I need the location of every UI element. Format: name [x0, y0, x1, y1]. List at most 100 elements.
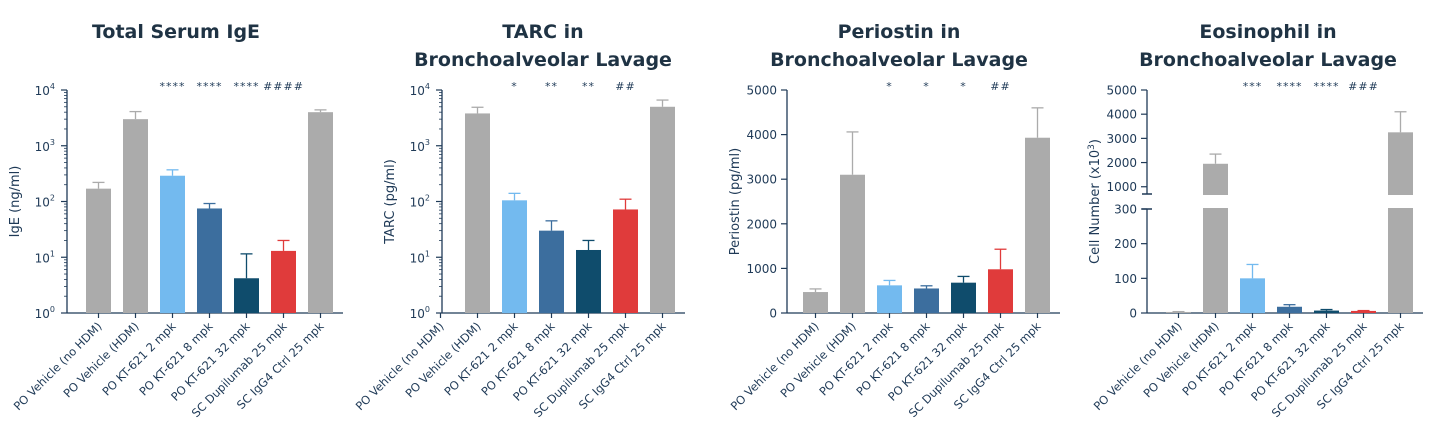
significance-marker: ## — [990, 80, 1010, 93]
y-tick-label: 0 — [769, 307, 777, 321]
y-tick-exponent: 2 — [425, 194, 430, 203]
bar-6 — [1351, 310, 1376, 313]
bar-1 — [86, 188, 111, 313]
significance-marker: #### — [263, 80, 304, 93]
bar-3 — [877, 285, 902, 313]
bar-7 — [1025, 137, 1050, 313]
y-tick-exponent: 1 — [50, 249, 55, 258]
significance-marker: **** — [1277, 80, 1303, 93]
significance-marker: * — [511, 80, 518, 93]
y-tick-base: 10 — [35, 84, 50, 98]
y-axis-label: Periostin (pg/ml) — [728, 148, 743, 255]
y-tick-base: 10 — [35, 140, 50, 154]
axis-break-gap — [1148, 195, 1424, 208]
bar-1 — [1166, 311, 1191, 313]
y-tick-label: 0 — [1129, 307, 1137, 321]
y-axis-label-text: Periostin (pg/ml) — [728, 148, 743, 255]
significance-marker: ### — [1348, 80, 1379, 93]
bar-4 — [539, 230, 564, 313]
significance-marker: ** — [545, 80, 558, 93]
chart-panel-3: Periostin in Bronchoalveolar Lavage 0 1000 2… — [728, 21, 1060, 420]
y-tick-label: 4000 — [746, 128, 777, 142]
bar-5 — [1314, 310, 1339, 313]
bar-4 — [1277, 306, 1302, 313]
y-axis-label-end: ) — [1088, 139, 1103, 144]
bar-5 — [576, 249, 601, 313]
y-tick-base: 10 — [410, 140, 425, 154]
bar-6 — [271, 250, 296, 313]
y-tick-label: 100 — [1114, 272, 1137, 286]
y-tick-label: 101 — [35, 249, 55, 265]
bar-3 — [1240, 278, 1265, 313]
significance-marker: * — [886, 80, 893, 93]
y-tick-label: 5000 — [1106, 84, 1137, 98]
significance-marker: **** — [1314, 80, 1340, 93]
bar-1 — [803, 292, 828, 313]
y-tick-exponent: 2 — [50, 194, 55, 203]
bar-5 — [951, 282, 976, 313]
significance-marker: **** — [234, 80, 260, 93]
bar-2 — [1203, 163, 1228, 313]
y-tick-label: 103 — [410, 138, 430, 154]
y-tick-base: 10 — [410, 84, 425, 98]
y-tick-label: 4000 — [1106, 108, 1137, 122]
y-axis-label-text: IgE (ng/ml) — [8, 166, 23, 238]
y-axis-label-superscript: 3 — [1087, 144, 1097, 150]
y-tick-label: 200 — [1114, 237, 1137, 251]
bar-6 — [613, 209, 638, 313]
bar-3 — [502, 200, 527, 313]
significance-marker: ** — [582, 80, 595, 93]
y-tick-exponent: 4 — [425, 82, 430, 91]
y-tick-exponent: 3 — [425, 138, 430, 147]
y-axis-label: IgE (ng/ml) — [8, 166, 23, 238]
y-tick-label: 3000 — [746, 173, 777, 187]
chart-panel-4: Eosinophil in Bronchoalveolar Lavage 0 100 2… — [1087, 21, 1424, 420]
chart-title-line: Periostin in — [838, 21, 961, 43]
y-tick-exponent: 0 — [425, 305, 430, 314]
significance-marker: * — [960, 80, 967, 93]
y-tick-exponent: 3 — [50, 138, 55, 147]
y-tick-label: 102 — [410, 194, 430, 210]
chart-title-line: Total Serum IgE — [92, 21, 260, 43]
y-tick-base: 10 — [410, 251, 425, 265]
y-tick-exponent: 1 — [425, 249, 430, 258]
y-tick-label: 101 — [410, 249, 430, 265]
y-tick-label: 1000 — [746, 262, 777, 276]
y-tick-base: 10 — [410, 196, 425, 210]
y-tick-base: 10 — [35, 196, 50, 210]
chart-title-line: Bronchoalveolar Lavage — [414, 49, 672, 71]
significance-marker: * — [923, 80, 930, 93]
y-tick-label: 5000 — [746, 84, 777, 98]
bar-3 — [160, 175, 185, 313]
y-tick-label: 100 — [35, 305, 55, 321]
y-tick-label: 100 — [410, 305, 430, 321]
significance-marker: **** — [197, 80, 223, 93]
y-tick-label: 102 — [35, 194, 55, 210]
bar-5 — [234, 278, 259, 313]
y-tick-label: 2000 — [1106, 156, 1137, 170]
y-tick-exponent: 0 — [50, 305, 55, 314]
significance-marker: *** — [1243, 80, 1263, 93]
y-tick-label: 104 — [35, 82, 55, 98]
y-tick-label: 2000 — [746, 217, 777, 231]
y-axis-label-text: Cell Number (x10 — [1088, 150, 1103, 264]
bar-7 — [650, 106, 675, 313]
bar-2 — [123, 119, 148, 314]
significance-marker: **** — [160, 80, 186, 93]
y-tick-exponent: 4 — [50, 82, 55, 91]
y-tick-label: 3000 — [1106, 132, 1137, 146]
bar-2 — [840, 174, 865, 313]
chart-title-line: TARC in — [502, 21, 583, 43]
y-tick-base: 10 — [35, 307, 50, 321]
bar-6 — [988, 269, 1013, 313]
bar-7 — [308, 112, 333, 314]
y-tick-label: 1000 — [1106, 180, 1137, 194]
bar-7 — [1388, 132, 1413, 313]
bar-2 — [465, 113, 490, 313]
chart-title-line: Bronchoalveolar Lavage — [770, 49, 1028, 71]
y-axis-label: Cell Number (x103) — [1087, 139, 1103, 264]
chart-title-line: Eosinophil in — [1199, 21, 1336, 43]
